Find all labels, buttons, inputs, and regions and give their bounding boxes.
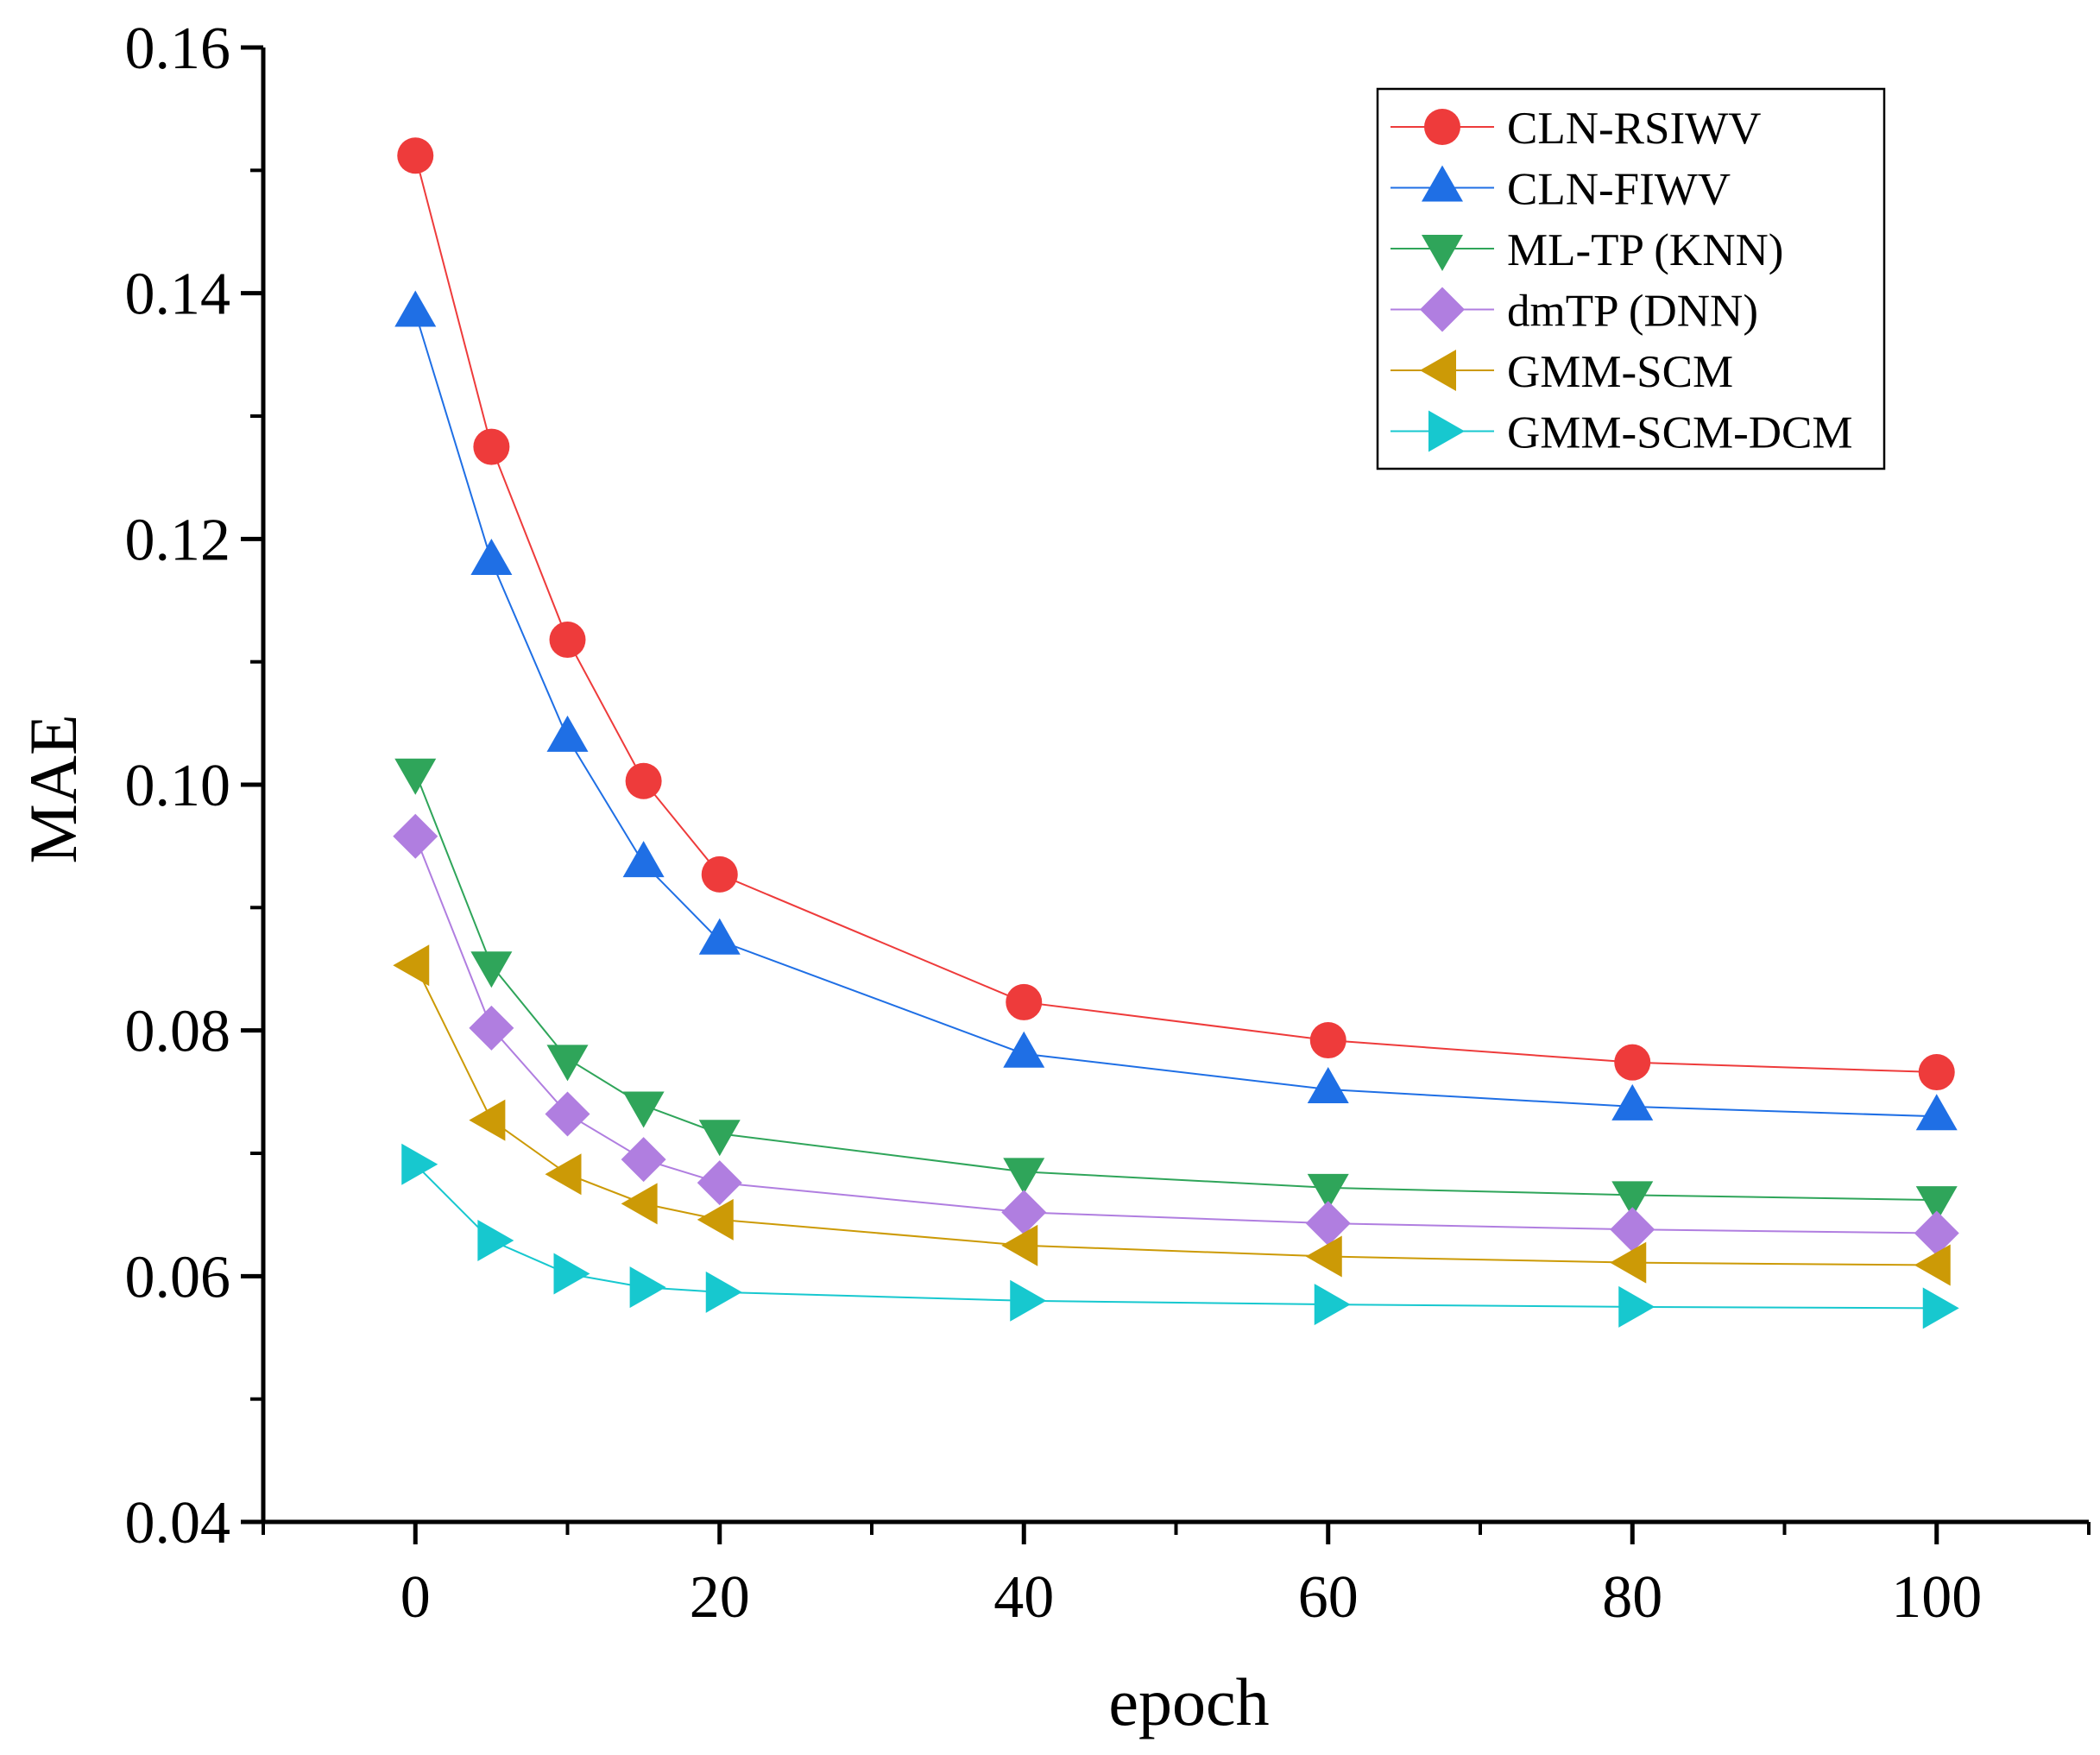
data-point <box>698 918 741 955</box>
data-point <box>477 1220 514 1262</box>
data-point <box>1307 1173 1349 1210</box>
legend: CLN-RSIWV CLN-FIWV ML-TP (KNN) dmTP (DNN) GM… <box>1376 87 1886 470</box>
legend-marker <box>1420 287 1465 332</box>
data-point <box>470 538 513 575</box>
data-point <box>1614 1044 1651 1081</box>
data-point <box>1001 1224 1038 1266</box>
data-point <box>697 1198 734 1240</box>
data-point <box>1305 1201 1351 1247</box>
y-tick-label: 0.04 <box>125 1490 231 1556</box>
data-point <box>549 622 586 659</box>
data-point <box>401 1143 438 1185</box>
data-point <box>705 1271 742 1313</box>
data-point <box>1003 1031 1045 1068</box>
data-point <box>1611 1181 1654 1218</box>
x-tick-label: 20 <box>690 1564 750 1631</box>
x-tick-label: 100 <box>1891 1564 1982 1631</box>
data-point <box>1001 1190 1047 1235</box>
legend-label: GMM-SCM <box>1507 347 1733 397</box>
data-point <box>1307 1066 1349 1103</box>
legend-item: CLN-RSIWV <box>1391 104 1761 154</box>
x-tick-label: 80 <box>1602 1564 1662 1631</box>
data-point <box>397 137 434 174</box>
data-point <box>473 428 510 465</box>
series-gmm-scm <box>393 944 1951 1286</box>
data-point <box>546 715 589 752</box>
data-point <box>394 290 437 327</box>
data-point <box>1010 1279 1047 1322</box>
data-point <box>1915 1094 1958 1131</box>
data-point <box>1305 1235 1342 1278</box>
legend-label: ML-TP (KNN) <box>1507 225 1783 275</box>
data-point <box>394 758 437 795</box>
data-point <box>1922 1287 1959 1329</box>
legend-item: GMM-SCM-DCM <box>1391 408 1853 458</box>
data-point <box>470 951 513 988</box>
data-point <box>393 944 430 987</box>
data-point <box>1918 1054 1955 1091</box>
data-point <box>1611 1083 1654 1121</box>
data-point <box>701 855 738 893</box>
y-tick-label: 0.14 <box>125 262 231 328</box>
data-point <box>545 1091 590 1137</box>
series-gmm-scm-dcm <box>401 1143 1959 1329</box>
x-axis-title: epoch <box>1108 1664 1269 1739</box>
series-ml-tp-knn <box>394 758 1958 1223</box>
data-point <box>625 762 662 799</box>
x-tick-label: 60 <box>1298 1564 1359 1631</box>
legend-marker <box>1420 350 1456 391</box>
data-point <box>1003 1158 1045 1195</box>
legend-label: GMM-SCM-DCM <box>1507 408 1853 458</box>
x-tick-label: 40 <box>993 1564 1054 1631</box>
legend-marker <box>1424 109 1460 145</box>
data-point <box>1618 1285 1655 1328</box>
data-point <box>469 1005 514 1051</box>
series-layer <box>393 137 1959 1329</box>
y-tick-label: 0.10 <box>125 753 231 819</box>
series-dmtp-dnn <box>393 813 1959 1256</box>
data-point <box>546 1045 589 1082</box>
legend-label: CLN-RSIWV <box>1507 104 1761 154</box>
y-tick-label: 0.06 <box>125 1244 231 1310</box>
y-tick-label: 0.08 <box>125 999 231 1065</box>
legend-marker <box>1422 235 1463 271</box>
data-point <box>469 1099 506 1141</box>
y-tick-label: 0.12 <box>125 507 231 573</box>
data-point <box>621 1183 658 1225</box>
data-point <box>393 813 438 859</box>
data-point <box>545 1153 582 1196</box>
data-point <box>1915 1186 1958 1223</box>
data-point <box>1914 1244 1951 1286</box>
series-cln-fiwv <box>394 290 1958 1131</box>
axes: 0.04 0.06 0.08 0.10 0.12 0.14 0.16 0 20 40 60 80 100 <box>125 16 2091 1631</box>
legend-item: GMM-SCM <box>1391 347 1733 397</box>
series-cln-rsiwv <box>397 137 1955 1091</box>
y-axis-title: MAE <box>16 714 91 863</box>
data-point <box>1914 1210 1959 1256</box>
data-point <box>1006 983 1043 1020</box>
legend-marker <box>1422 165 1463 202</box>
data-point <box>1610 1207 1655 1253</box>
legend-box <box>1376 87 1886 470</box>
data-point <box>698 1120 741 1157</box>
x-tick-label: 0 <box>400 1564 431 1631</box>
y-tick-label: 0.16 <box>125 16 231 82</box>
data-point <box>1610 1241 1647 1284</box>
legend-label: CLN-FIWV <box>1507 165 1731 215</box>
data-point <box>1314 1284 1351 1326</box>
data-point <box>621 1137 666 1183</box>
data-point <box>553 1253 590 1295</box>
legend-item: ML-TP (KNN) <box>1391 225 1783 275</box>
legend-item: CLN-FIWV <box>1391 165 1731 215</box>
data-point <box>622 1091 665 1128</box>
data-point <box>1309 1022 1346 1059</box>
data-point <box>622 841 665 878</box>
legend-item: dmTP (DNN) <box>1391 287 1758 337</box>
data-point <box>629 1266 666 1309</box>
data-point <box>697 1160 742 1206</box>
legend-marker <box>1428 410 1465 452</box>
legend-label: dmTP (DNN) <box>1507 287 1758 337</box>
